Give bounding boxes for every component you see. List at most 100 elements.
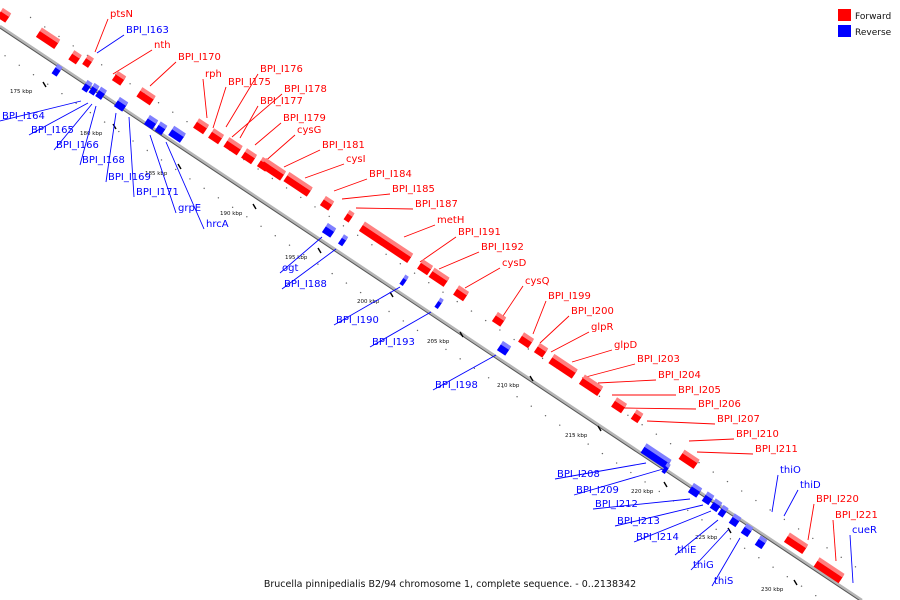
reverse-label-cuer[interactable]: cueR	[852, 525, 877, 536]
reverse-gene-block[interactable]	[740, 523, 754, 538]
forward-gene-block[interactable]	[82, 54, 94, 68]
forward-gene-block[interactable]	[813, 557, 845, 584]
reverse-label-thio[interactable]: thiO	[780, 465, 801, 476]
reverse-label-hrca[interactable]: hrcA	[206, 219, 229, 230]
reverse-label-bpi-i213[interactable]: BPI_I213	[617, 516, 660, 527]
forward-label-bpi-i179[interactable]: BPI_I179	[283, 113, 326, 124]
forward-gene-block[interactable]	[136, 87, 156, 106]
forward-label-bpi-i191[interactable]: BPI_I191	[458, 227, 501, 238]
reverse-label-bpi-i198[interactable]: BPI_I198	[435, 380, 478, 391]
reverse-label-thie[interactable]: thiE	[677, 545, 696, 556]
forward-gene-block[interactable]	[68, 50, 82, 65]
reverse-label-bpi-i190[interactable]: BPI_I190	[336, 315, 379, 326]
forward-label-cysq[interactable]: cysQ	[525, 276, 550, 287]
forward-label-bpi-i187[interactable]: BPI_I187	[415, 199, 458, 210]
forward-gene-block[interactable]	[35, 27, 61, 50]
reverse-label-this[interactable]: thiS	[714, 576, 733, 587]
forward-label-bpi-i207[interactable]: BPI_I207	[717, 414, 760, 425]
forward-label-bpi-i177[interactable]: BPI_I177	[260, 96, 303, 107]
forward-label-bpi-i220[interactable]: BPI_I220	[816, 494, 859, 505]
forward-label-bpi-i178[interactable]: BPI_I178	[284, 84, 327, 95]
reverse-label-bpi-i168[interactable]: BPI_I168	[82, 155, 125, 166]
reverse-label-bpi-i165[interactable]: BPI_I165	[31, 125, 74, 136]
forward-label-bpi-i170[interactable]: BPI_I170	[178, 52, 221, 63]
reverse-label-bpi-i208[interactable]: BPI_I208	[557, 469, 600, 480]
forward-gene-block[interactable]	[193, 118, 210, 135]
reverse-gene-block[interactable]	[51, 63, 63, 77]
forward-gene-block[interactable]	[453, 285, 470, 302]
forward-gene-block[interactable]	[283, 171, 313, 197]
reverse-gene-block[interactable]	[168, 125, 186, 143]
forward-gene-block[interactable]	[548, 353, 578, 379]
forward-gene-block[interactable]	[208, 128, 225, 145]
forward-label-bpi-i203[interactable]: BPI_I203	[637, 354, 680, 365]
forward-label-bpi-i210[interactable]: BPI_I210	[736, 429, 779, 440]
reverse-label-bpi-i163[interactable]: BPI_I163	[126, 25, 169, 36]
forward-gene-block[interactable]	[678, 449, 700, 469]
forward-label-meth[interactable]: metH	[437, 215, 464, 226]
forward-label-ptsn[interactable]: ptsN	[110, 9, 133, 20]
forward-label-bpi-i211[interactable]: BPI_I211	[755, 444, 798, 455]
reverse-gene-block[interactable]	[88, 82, 100, 96]
forward-gene-block[interactable]	[491, 311, 507, 327]
reverse-label-bpi-i166[interactable]: BPI_I166	[56, 140, 99, 151]
forward-gene-block[interactable]	[783, 532, 809, 555]
reverse-label-thig[interactable]: thiG	[693, 560, 714, 571]
reverse-gene-block[interactable]	[709, 498, 723, 513]
forward-gene-block[interactable]	[319, 195, 335, 211]
forward-gene-block[interactable]	[630, 409, 644, 424]
forward-gene-block[interactable]	[223, 137, 243, 156]
forward-gene-block[interactable]	[0, 7, 12, 23]
forward-label-nth[interactable]: nth	[154, 40, 171, 51]
forward-label-bpi-i205[interactable]: BPI_I205	[678, 385, 721, 396]
forward-label-bpi-i176[interactable]: BPI_I176	[260, 64, 303, 75]
reverse-gene-block[interactable]	[81, 79, 93, 93]
forward-gene-block[interactable]	[241, 148, 258, 165]
reverse-label-bpi-i214[interactable]: BPI_I214	[636, 532, 679, 543]
forward-label-bpi-i204[interactable]: BPI_I204	[658, 370, 701, 381]
reverse-gene-block[interactable]	[399, 274, 409, 287]
reverse-gene-block[interactable]	[496, 340, 512, 356]
reverse-label-ogt[interactable]: ogt	[282, 263, 298, 274]
forward-label-rph[interactable]: rph	[205, 69, 222, 80]
reverse-label-bpi-i193[interactable]: BPI_I193	[372, 337, 415, 348]
forward-label-bpi-i206[interactable]: BPI_I206	[698, 399, 741, 410]
forward-label-bpi-i175[interactable]: BPI_I175	[228, 77, 271, 88]
forward-gene-block[interactable]	[611, 397, 628, 414]
forward-gene-block[interactable]	[578, 374, 604, 397]
forward-gene-block[interactable]	[533, 342, 549, 358]
forward-label-bpi-i185[interactable]: BPI_I185	[392, 184, 435, 195]
reverse-label-bpi-i171[interactable]: BPI_I171	[136, 187, 179, 198]
reverse-label-bpi-i209[interactable]: BPI_I209	[576, 485, 619, 496]
reverse-label-bpi-i164[interactable]: BPI_I164	[2, 111, 45, 122]
reverse-gene-block[interactable]	[754, 535, 768, 550]
reverse-gene-block[interactable]	[717, 504, 729, 518]
forward-label-cysg[interactable]: cysG	[297, 125, 321, 136]
forward-label-bpi-i181[interactable]: BPI_I181	[322, 140, 365, 151]
reverse-gene-block[interactable]	[661, 462, 671, 475]
forward-label-bpi-i192[interactable]: BPI_I192	[481, 242, 524, 253]
reverse-label-thid[interactable]: thiD	[800, 480, 821, 491]
forward-gene-block[interactable]	[260, 157, 287, 181]
forward-label-glpd[interactable]: glpD	[614, 340, 637, 351]
reverse-gene-block[interactable]	[143, 114, 159, 130]
reverse-label-bpi-i169[interactable]: BPI_I169	[108, 172, 151, 183]
forward-gene-block[interactable]	[343, 209, 355, 223]
reverse-gene-block[interactable]	[687, 482, 703, 498]
reverse-gene-block[interactable]	[154, 121, 168, 136]
reverse-gene-block[interactable]	[95, 86, 107, 100]
forward-label-bpi-i221[interactable]: BPI_I221	[835, 510, 878, 521]
reverse-gene-block[interactable]	[113, 96, 129, 112]
forward-label-bpi-i200[interactable]: BPI_I200	[571, 306, 614, 317]
reverse-gene-block[interactable]	[701, 491, 715, 506]
forward-gene-block[interactable]	[428, 267, 450, 287]
reverse-label-grpe[interactable]: grpE	[178, 203, 201, 214]
forward-label-cysi[interactable]: cysI	[346, 154, 366, 165]
forward-gene-block[interactable]	[358, 221, 414, 263]
forward-gene-block[interactable]	[417, 259, 434, 276]
reverse-gene-block[interactable]	[728, 513, 742, 528]
forward-label-cysd[interactable]: cysD	[502, 258, 527, 269]
reverse-label-bpi-i188[interactable]: BPI_I188	[284, 279, 327, 290]
reverse-gene-block[interactable]	[321, 222, 337, 238]
reverse-label-bpi-i212[interactable]: BPI_I212	[595, 499, 638, 510]
